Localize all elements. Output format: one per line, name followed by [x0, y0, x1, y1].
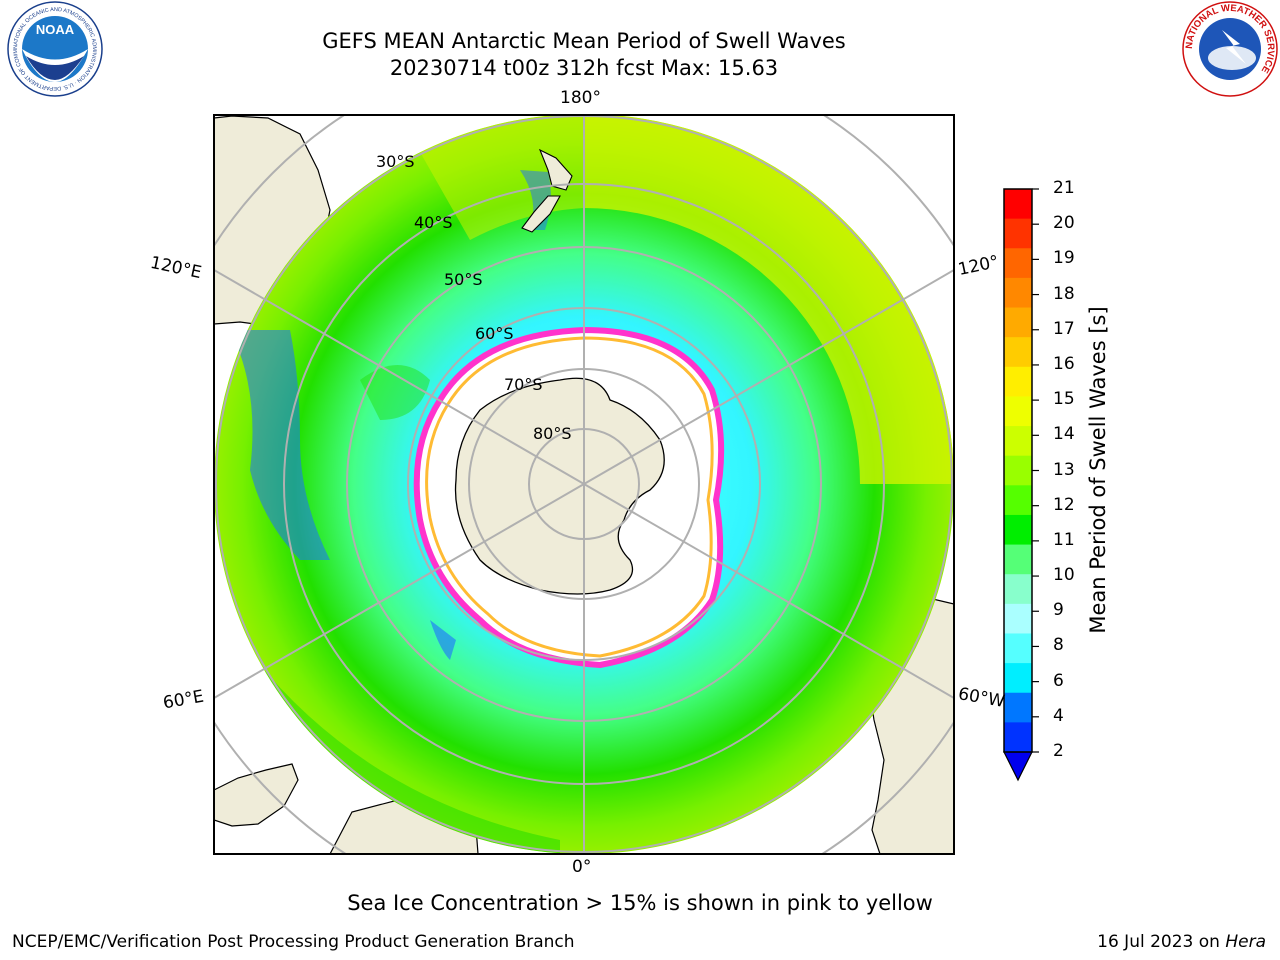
colorbar-segment	[1004, 603, 1032, 634]
colorbar-tick-label: 15	[1053, 389, 1075, 410]
colorbar-segment	[1004, 307, 1032, 338]
land-new-zealand	[538, 148, 573, 191]
footer-host: Hera	[1225, 932, 1266, 952]
colorbar-segment	[1004, 692, 1032, 723]
lat-label-50s: 50°S	[444, 270, 483, 289]
colorbar-tick-label: 16	[1053, 353, 1075, 374]
colorbar-segment	[1004, 455, 1032, 486]
lon-label-180: 180°	[560, 88, 601, 108]
footer-date: 16 Jul 2023 on Hera	[1097, 932, 1266, 952]
colorbar-tick-label: 17	[1053, 318, 1075, 339]
colorbar-segment	[1004, 485, 1032, 516]
colorbar-segment	[1004, 396, 1032, 427]
colorbar-segment	[1004, 218, 1032, 249]
colorbar-tick-label: 6	[1053, 670, 1064, 691]
lat-label-60s: 60°S	[475, 324, 514, 343]
colorbar-tick-label: 9	[1053, 600, 1064, 621]
footer-date-text: 16 Jul 2023 on	[1097, 932, 1226, 952]
lat-label-80s: 80°S	[533, 424, 572, 443]
colorbar-tick-label: 12	[1053, 494, 1075, 515]
colorbar-segment	[1004, 337, 1032, 368]
noaa-logo: NOAA NATIONAL OCEANIC AND ATMOSPHERIC AD…	[0, 0, 103, 97]
colorbar-tick-label: 11	[1053, 529, 1075, 550]
colorbar-tick-label: 13	[1053, 459, 1075, 480]
lat-label-30s: 30°S	[376, 152, 415, 171]
footer-credit: NCEP/EMC/Verification Post Processing Pr…	[12, 932, 575, 952]
colorbar-segment	[1004, 544, 1032, 575]
lat-label-40s: 40°S	[414, 213, 453, 232]
map-frame	[213, 114, 955, 855]
land-new-zealand-south	[521, 195, 561, 233]
colorbar-segment	[1004, 663, 1032, 694]
graticule	[214, 115, 954, 854]
colorbar-tick-label: 10	[1053, 565, 1075, 586]
colorbar-segment	[1004, 366, 1032, 397]
colorbar-extend-triangle	[1003, 751, 1033, 782]
colorbar-segment	[1004, 426, 1032, 457]
colorbar-tick-label: 8	[1053, 635, 1064, 656]
lat-label-70s: 70°S	[504, 375, 543, 394]
colorbar-tick-label: 2	[1053, 741, 1064, 761]
colorbar-segment	[1004, 277, 1032, 309]
sea-ice-note: Sea Ice Concentration > 15% is shown in …	[347, 891, 933, 915]
colorbar-tick-label: 20	[1053, 213, 1075, 234]
colorbar-segment	[1004, 633, 1032, 664]
land-antarctica	[454, 377, 665, 595]
colorbar-segment	[1004, 189, 1032, 220]
colorbar-segment	[1004, 574, 1032, 605]
chart-title: GEFS MEAN Antarctic Mean Period of Swell…	[322, 29, 846, 53]
map-area	[214, 115, 954, 854]
colorbar-tick-label: 14	[1053, 424, 1075, 445]
colorbar-segment	[1004, 514, 1032, 546]
lon-label-0: 0°	[572, 857, 592, 877]
colorbar-tick-label: 4	[1053, 705, 1064, 726]
colorbar-tick-label: 19	[1053, 248, 1075, 269]
nws-logo: NATIONAL WEATHER SERVICE	[1182, 1, 1278, 97]
noaa-logo-text: NOAA	[36, 22, 75, 37]
colorbar-tick-label: 18	[1053, 283, 1075, 304]
colorbar	[1003, 188, 1039, 782]
colorbar-tick-label: 21	[1053, 178, 1075, 198]
colorbar-segment	[1004, 722, 1032, 753]
chart-subtitle: 20230714 t00z 312h fcst Max: 15.63	[389, 56, 779, 80]
colorbar-segment	[1004, 248, 1032, 279]
colorbar-label: Mean Period of Swell Waves [s]	[1086, 306, 1110, 634]
